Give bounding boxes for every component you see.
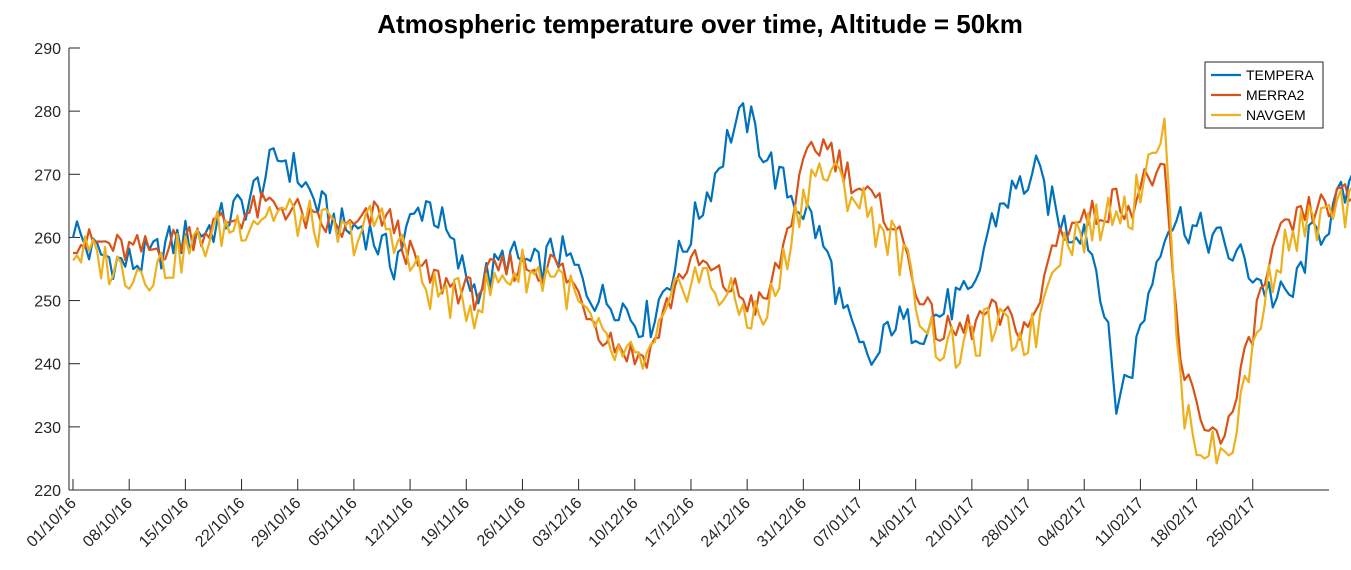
x-tick-label: 26/11/16 [474,495,529,550]
axes: 220 230 240 250 260 270 280 290 01/10/16 08/10/16… [24,41,1329,551]
x-tick-label: 14/01/17 [866,495,922,551]
y-tick-label: 260 [34,230,61,247]
y-tick-label: 240 [34,357,61,374]
x-tick-label: 19/11/16 [418,495,473,550]
x-tick-label: 29/10/16 [248,495,304,551]
x-tick-label: 28/01/17 [979,495,1035,551]
y-tick-label: 250 [34,294,61,311]
x-tick-label: 05/11/16 [306,495,361,550]
chart-title: Atmospheric temperature over time, Altit… [377,9,1023,39]
x-tick-label: 31/12/16 [754,495,810,551]
x-tick-label: 07/01/17 [810,495,866,551]
x-tick-label: 21/01/17 [923,495,979,551]
y-tick-label: 290 [34,41,61,58]
y-tick-label: 270 [34,167,61,184]
x-tick-label: 24/12/16 [698,495,754,551]
x-tick-label: 15/10/16 [136,495,192,551]
y-tick-label: 280 [34,104,61,121]
x-tick-label: 01/10/16 [24,495,80,551]
x-tick-label: 17/12/16 [642,495,698,551]
series-layer [71,102,1351,465]
y-tick-label: 230 [34,420,61,437]
y-tick-label: 220 [34,483,61,500]
legend-label: TEMPERA [1246,67,1314,83]
legend: TEMPERA MERRA2 NAVGEM [1204,61,1324,129]
series-line-merra2 [73,138,1351,445]
x-tick-label: 08/10/16 [80,495,136,551]
x-tick-label: 25/02/17 [1204,495,1260,551]
x-tick-label: 12/11/16 [362,495,417,550]
legend-label: NAVGEM [1246,107,1306,123]
x-tick-label: 22/10/16 [192,495,248,551]
x-tick-label: 03/12/16 [529,495,585,551]
x-tick-label: 18/02/17 [1147,495,1203,551]
legend-label: MERRA2 [1246,87,1305,103]
x-tick-label: 04/02/17 [1035,495,1091,551]
series-line-tempera [71,102,1351,415]
series-line-navgem [72,117,1351,465]
x-tick-label: 11/02/17 [1092,495,1147,550]
x-tick-label: 10/12/16 [586,495,642,551]
